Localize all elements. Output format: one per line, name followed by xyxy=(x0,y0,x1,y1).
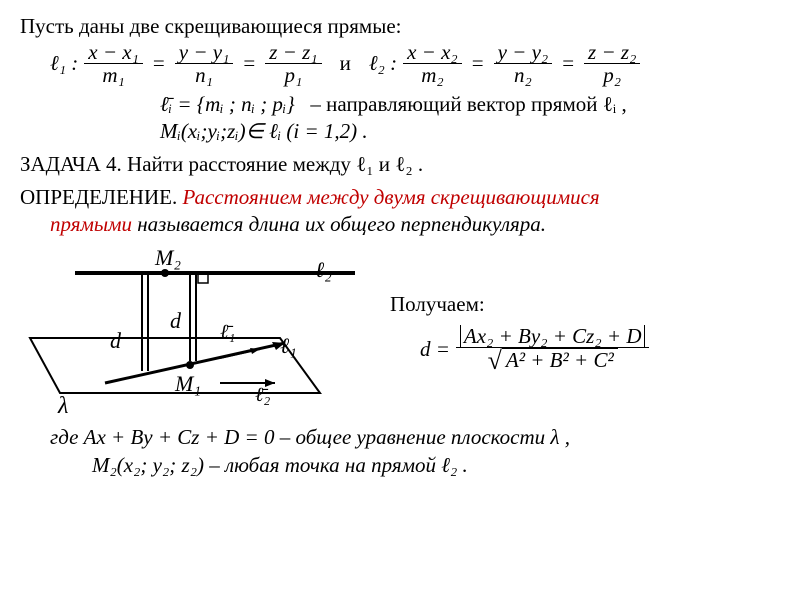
where-block: где Ax + By + Cz + D = 0 – общее уравнен… xyxy=(50,423,780,480)
frac-l1-2: y − y₁n₁ xyxy=(175,41,234,86)
frac-l1-1: x − x₁m₁ xyxy=(84,41,143,86)
svg-text:d: d xyxy=(170,308,182,333)
l1-label: ℓ₁ : xyxy=(50,51,78,76)
svg-text:ℓ₂: ℓ₂ xyxy=(315,257,332,282)
definition: ОПРЕДЕЛЕНИЕ. Расстоянием между двумя скр… xyxy=(20,185,780,210)
l2-label: ℓ₂ : xyxy=(369,51,397,76)
frac-l2-2: y − y₂n₂ xyxy=(494,41,553,86)
where-line-1: где Ax + By + Cz + D = 0 – общее уравнен… xyxy=(50,423,780,451)
where-line-2: M₂(x₂; y₂; z₂) – любая точка на прямой ℓ… xyxy=(92,451,780,479)
result-label: Получаем: xyxy=(390,292,649,317)
def-red-2: прямыми xyxy=(50,212,132,236)
frac-l1-3: z − z₁p₁ xyxy=(265,41,321,86)
intro-text: Пусть даны две скрещивающиеся прямые: xyxy=(20,14,780,39)
diagram-and-formula: M₂ ℓ₂ d d ℓ̄₁ ℓ₁ M₁ ℓ̄₂ λ Получаем: d = … xyxy=(20,243,780,423)
svg-text:M₁: M₁ xyxy=(174,371,201,396)
direction-vector: ℓ̄ᵢ = {mᵢ ; nᵢ ; pᵢ} – направляющий вект… xyxy=(160,92,780,117)
svg-text:ℓ̄₂: ℓ̄₂ xyxy=(255,384,270,406)
def-red-1: Расстоянием между двумя скрещивающимися xyxy=(182,185,599,209)
definition-cont: прямыми называется длина их общего перпе… xyxy=(50,212,780,237)
line-equations: ℓ₁ : x − x₁m₁ = y − y₁n₁ = z − z₁p₁ и ℓ₂… xyxy=(50,41,780,86)
d-equals: d = xyxy=(420,337,450,362)
and-conj: и xyxy=(328,51,363,76)
frac-l2-3: z − z₂p₂ xyxy=(584,41,640,86)
def-tail: называется длина их общего перпендикуляр… xyxy=(132,212,546,236)
dir-vec-rhs: – направляющий вектор прямой ℓᵢ , xyxy=(310,92,626,116)
result-formula: Получаем: d = Ax₂ + By₂ + Cz₂ + D √A² + … xyxy=(390,292,649,374)
d-fraction: Ax₂ + By₂ + Cz₂ + D √A² + B² + C² xyxy=(456,325,650,374)
frac-l2-1: x − x₂m₂ xyxy=(403,41,462,86)
skew-lines-diagram: M₂ ℓ₂ d d ℓ̄₁ ℓ₁ M₁ ℓ̄₂ λ xyxy=(20,243,360,423)
svg-text:ℓ̄₁: ℓ̄₁ xyxy=(220,321,235,343)
point-membership: Mᵢ(xᵢ;yᵢ;zᵢ)∈ ℓᵢ (i = 1,2) . xyxy=(160,119,780,144)
svg-text:M₂: M₂ xyxy=(154,245,181,270)
dir-vec-lhs: ℓ̄ᵢ = {mᵢ ; nᵢ ; pᵢ} xyxy=(160,92,295,116)
task-statement: ЗАДАЧА 4. Найти расстояние между ℓ₁ и ℓ₂… xyxy=(20,152,780,177)
svg-text:λ: λ xyxy=(57,393,68,419)
svg-text:ℓ₁: ℓ₁ xyxy=(280,333,297,358)
def-label: ОПРЕДЕЛЕНИЕ. xyxy=(20,185,177,209)
svg-text:d: d xyxy=(110,328,122,353)
